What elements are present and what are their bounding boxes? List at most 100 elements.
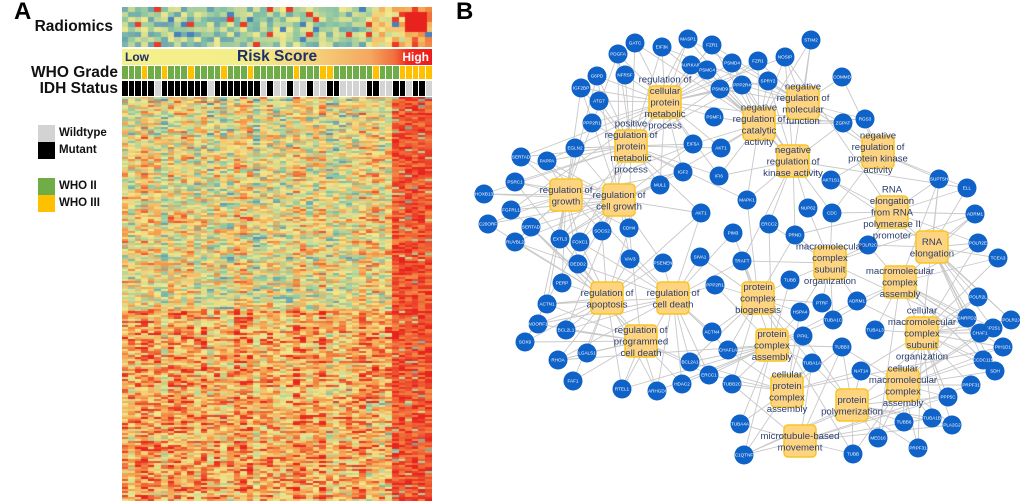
gene-node[interactable]: TUBA1A bbox=[802, 353, 822, 373]
gene-node[interactable]: TUBA1C bbox=[823, 310, 843, 330]
gene-node[interactable]: C1QTNF bbox=[734, 445, 754, 465]
gene-node[interactable]: DEDD2 bbox=[568, 254, 588, 274]
gene-node[interactable]: EIF5A bbox=[683, 134, 703, 154]
gene-node[interactable]: GATC bbox=[625, 33, 645, 53]
gene-node[interactable]: ACTN1 bbox=[537, 294, 557, 314]
gene-node[interactable]: PIH1D1 bbox=[993, 337, 1013, 357]
go-term-node[interactable]: regulation of cellular protein metabolic pro… bbox=[639, 75, 692, 132]
gene-node[interactable]: SIVA1 bbox=[690, 247, 710, 267]
gene-node[interactable]: ELL bbox=[957, 178, 977, 198]
gene-node[interactable]: PRPF31 bbox=[908, 438, 928, 458]
gene-node[interactable]: PPP2R1 bbox=[582, 113, 602, 133]
gene-node[interactable]: ACTN4 bbox=[702, 322, 722, 342]
gene-node[interactable]: FGFRL1 bbox=[501, 200, 521, 220]
gene-node[interactable]: POLR2L bbox=[968, 287, 988, 307]
go-term-node[interactable]: regulation of growth bbox=[540, 178, 593, 212]
gene-node[interactable]: FOXC1 bbox=[570, 232, 590, 252]
go-term-node[interactable]: macromolecular complex subunit organization bbox=[796, 241, 865, 287]
gene-node[interactable]: TUBB6 bbox=[894, 412, 914, 432]
go-term-node[interactable]: cellular protein complex assembly bbox=[767, 369, 808, 415]
gene-node[interactable]: PSRC1 bbox=[505, 172, 525, 192]
gene-node[interactable]: PPP5C bbox=[938, 387, 958, 407]
go-term-node[interactable]: negative regulation of molecular function bbox=[777, 81, 830, 127]
gene-node[interactable]: PSENEN bbox=[653, 253, 673, 273]
gene-node[interactable]: PDGFA bbox=[608, 44, 628, 64]
gene-node[interactable]: MAPK1 bbox=[737, 190, 757, 210]
gene-node[interactable]: POLR2E bbox=[968, 233, 988, 253]
go-term-node[interactable]: negative regulation of protein kinase activ… bbox=[848, 130, 908, 176]
gene-node[interactable]: HOXB13 bbox=[474, 184, 494, 204]
go-term-node[interactable]: microtubule-based movement bbox=[761, 424, 840, 458]
gene-node[interactable]: RHOA bbox=[548, 350, 568, 370]
gene-node[interactable]: SPRY2 bbox=[758, 71, 778, 91]
gene-node[interactable]: PAPPA bbox=[537, 151, 557, 171]
gene-node[interactable]: PSMD9 bbox=[710, 79, 730, 99]
gene-node[interactable]: PIM3 bbox=[723, 223, 743, 243]
gene-node[interactable]: POLR2C bbox=[858, 235, 878, 255]
go-term-node[interactable]: protein polymerization bbox=[821, 388, 883, 422]
gene-node[interactable]: PSMF1 bbox=[704, 107, 724, 127]
go-term-node[interactable]: negative regulation of catalytic activity bbox=[733, 102, 786, 148]
go-term-node[interactable]: regulation of cell death bbox=[647, 281, 700, 315]
go-term-node[interactable]: regulation of apoptosis bbox=[581, 281, 634, 315]
go-term-node[interactable]: macromolecular complex assembly bbox=[866, 265, 935, 300]
gene-node[interactable]: PSMD4 bbox=[722, 53, 742, 73]
gene-node[interactable]: G6PD bbox=[587, 66, 607, 86]
gene-node[interactable]: CDH4 bbox=[619, 218, 639, 238]
gene-node[interactable]: FZR1 bbox=[702, 35, 722, 55]
gene-node[interactable]: RUVBL2 bbox=[505, 232, 525, 252]
gene-node[interactable]: RGS3 bbox=[855, 109, 875, 129]
gene-node[interactable]: SDH bbox=[985, 361, 1005, 381]
gene-node[interactable]: PERP bbox=[552, 273, 572, 293]
gene-node[interactable]: AKT1S1 bbox=[821, 170, 841, 190]
gene-node[interactable]: CHAF1 bbox=[970, 323, 990, 343]
gene-node[interactable]: AKT1 bbox=[711, 138, 731, 158]
gene-node[interactable]: IGF2 bbox=[673, 162, 693, 182]
go-term-node[interactable]: cellular macromolecular complex subunit orga… bbox=[888, 306, 957, 363]
gene-node[interactable]: VAV3 bbox=[620, 249, 640, 269]
gene-node[interactable]: ADRM1 bbox=[965, 204, 985, 224]
gene-node[interactable]: FZR1 bbox=[748, 51, 768, 71]
gene-node[interactable]: SOCS2 bbox=[592, 221, 612, 241]
gene-node[interactable]: HDAC2 bbox=[672, 374, 692, 394]
go-term-node[interactable]: RNA elongation bbox=[910, 230, 954, 264]
go-term-node[interactable]: RNA elongation from RNA polymerase II promot… bbox=[863, 185, 921, 242]
gene-node[interactable]: STIM2 bbox=[801, 30, 821, 50]
gene-node[interactable]: RTEL1 bbox=[612, 379, 632, 399]
gene-node[interactable]: FAF1 bbox=[563, 371, 583, 391]
gene-node[interactable]: TUBB bbox=[780, 270, 800, 290]
gene-node[interactable]: ERCC1 bbox=[699, 365, 719, 385]
gene-node[interactable]: ATG7 bbox=[589, 91, 609, 111]
gene-node[interactable]: PLA2G2 bbox=[942, 415, 962, 435]
gene-node[interactable]: TUBB3 bbox=[832, 337, 852, 357]
gene-node[interactable]: TUBB bbox=[843, 444, 863, 464]
gene-node[interactable]: PPP2R1 bbox=[705, 275, 725, 295]
gene-node[interactable]: SERTAD bbox=[511, 147, 531, 167]
gene-node[interactable]: EIF3K bbox=[652, 37, 672, 57]
gene-node[interactable]: ZGPAT bbox=[833, 113, 853, 133]
gene-node[interactable]: PPP2R4 bbox=[732, 75, 752, 95]
go-term-node[interactable]: protein complex assembly bbox=[752, 328, 793, 363]
gene-node[interactable]: EXTL3 bbox=[550, 229, 570, 249]
gene-node[interactable]: PRND bbox=[785, 225, 805, 245]
gene-node[interactable]: SNRPD2 bbox=[957, 308, 977, 328]
gene-node[interactable]: BCL2L1 bbox=[556, 320, 576, 340]
gene-node[interactable]: PSMC4 bbox=[697, 60, 717, 80]
gene-node[interactable]: SOX9 bbox=[515, 332, 535, 352]
gene-node[interactable]: NAT14 bbox=[851, 361, 871, 381]
gene-node[interactable]: CCDC115 bbox=[973, 350, 994, 370]
go-term-node[interactable]: negative regulation of kinase activity bbox=[763, 144, 823, 179]
gene-node[interactable]: MUL1 bbox=[650, 175, 670, 195]
gene-node[interactable]: NUP62 bbox=[798, 198, 818, 218]
gene-node[interactable]: PRPF31 bbox=[961, 375, 981, 395]
gene-node[interactable]: MED16 bbox=[868, 428, 888, 448]
gene-node[interactable]: TUBAL3 bbox=[865, 320, 885, 340]
gene-node[interactable]: COMMD bbox=[832, 67, 852, 87]
gene-node[interactable]: NOORF1 bbox=[528, 314, 548, 334]
gene-node[interactable]: NOSIP bbox=[775, 47, 795, 67]
go-term-node[interactable]: regulation of cell growth bbox=[593, 183, 646, 217]
gene-node[interactable]: ARHGDI bbox=[647, 381, 667, 401]
gene-node[interactable]: MASP1 bbox=[678, 29, 698, 49]
gene-node[interactable]: PFKL bbox=[793, 326, 813, 346]
gene-node[interactable]: HSPA4 bbox=[790, 302, 810, 322]
